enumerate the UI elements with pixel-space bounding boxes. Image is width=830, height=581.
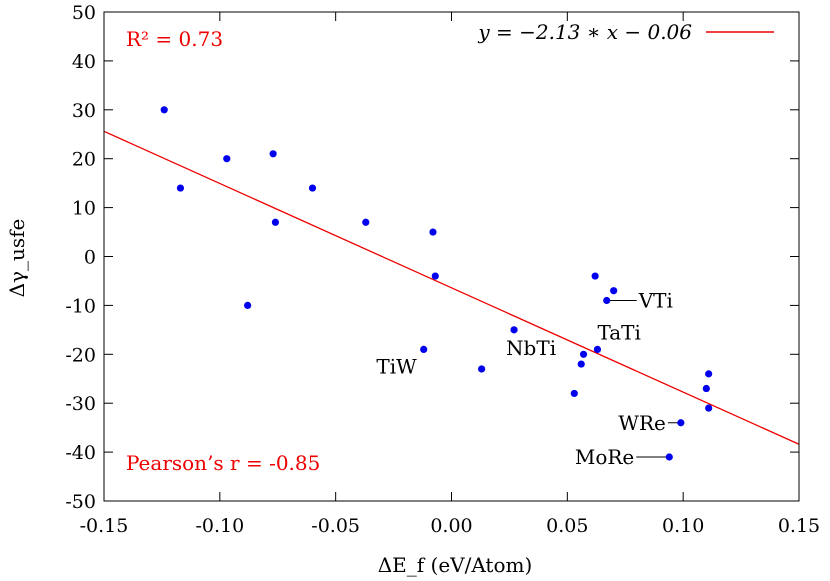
y-tick-label: -40 <box>65 442 96 464</box>
data-point <box>431 272 439 280</box>
y-tick-label: 30 <box>72 100 96 122</box>
x-tick-label: -0.10 <box>195 515 244 537</box>
pearson-label: Pearson’s r = -0.85 <box>126 451 320 475</box>
data-point <box>705 370 713 378</box>
y-tick-label: -30 <box>65 393 96 415</box>
data-point <box>603 296 611 305</box>
data-points <box>160 106 713 461</box>
data-point <box>176 184 185 192</box>
y-tick-label: 20 <box>72 149 96 171</box>
data-point <box>705 404 713 412</box>
y-tick-label: 40 <box>72 51 96 73</box>
data-point <box>570 389 578 398</box>
data-point <box>223 155 231 163</box>
point-label-tati: TaTi <box>597 320 640 344</box>
point-labels: TiW NbTi TaTi VTi MoRe WRe <box>376 289 673 469</box>
x-tick-label: 0.05 <box>546 515 588 537</box>
x-tick-label: 0.10 <box>662 515 704 537</box>
point-label-vti: VTi <box>638 289 673 313</box>
legend-fit-label: y = −2.13 ∗ x − 0.06 <box>477 20 692 44</box>
data-point <box>160 106 168 114</box>
data-point <box>702 384 710 393</box>
data-point <box>308 184 317 192</box>
data-point <box>677 419 685 427</box>
y-tick-label: 10 <box>72 198 96 220</box>
tick-marks <box>103 11 800 502</box>
plot-frame <box>103 11 800 502</box>
tick-labels: -0.15 -0.10 -0.05 0.00 0.05 0.10 0.15 50 40 30 20 1… <box>65 2 820 537</box>
fit-line <box>103 130 800 445</box>
point-label-more: MoRe <box>575 445 634 469</box>
data-point <box>271 218 280 226</box>
data-point <box>429 228 437 236</box>
point-label-wre: WRe <box>618 411 665 435</box>
x-tick-label: -0.15 <box>80 515 129 537</box>
data-point <box>478 365 486 373</box>
data-point <box>591 272 599 280</box>
y-tick-label: 50 <box>72 2 96 24</box>
data-point <box>665 453 673 461</box>
x-tick-label: 0.15 <box>778 515 820 537</box>
fit-line-layer <box>103 130 800 445</box>
point-label-tiw: TiW <box>376 354 417 378</box>
point-label-nbti: NbTi <box>506 336 556 360</box>
y-tick-label: -20 <box>65 344 96 366</box>
data-point <box>593 345 602 354</box>
x-tick-label: -0.05 <box>311 515 360 537</box>
y-tick-label: -10 <box>65 295 96 317</box>
data-point <box>610 287 618 295</box>
data-point <box>362 218 370 226</box>
y-tick-label: 0 <box>84 247 96 269</box>
r-squared-label: R² = 0.73 <box>126 27 223 51</box>
data-point <box>244 301 252 309</box>
x-tick-label: 0.00 <box>430 515 472 537</box>
data-point <box>510 326 518 334</box>
data-point <box>579 350 588 358</box>
y-tick-label: -50 <box>65 491 96 513</box>
data-point <box>577 360 585 368</box>
data-point <box>420 345 428 354</box>
data-point <box>269 150 277 158</box>
x-axis-title: ΔE_f (eV/Atom) <box>378 553 533 577</box>
y-axis-title: Δγ_usfe <box>5 219 29 298</box>
